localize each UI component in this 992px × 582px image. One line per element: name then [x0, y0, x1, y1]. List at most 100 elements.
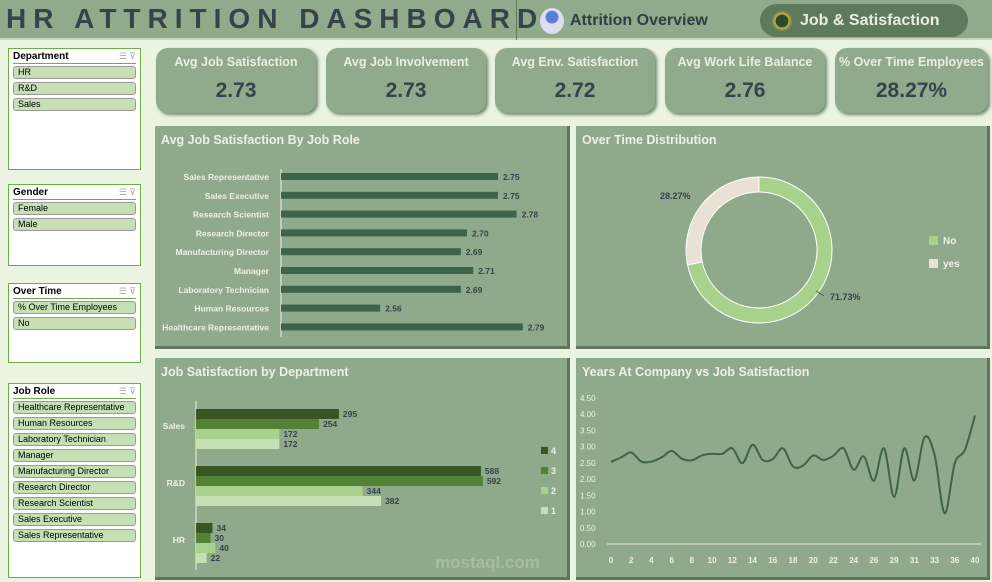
slicer-job-role: Job Role ☰ ⊽ Healthcare Representative Huma…: [8, 383, 141, 578]
bar: [281, 210, 517, 218]
data-label: 34: [216, 523, 226, 533]
slicer-item[interactable]: HR: [13, 66, 136, 79]
overtime-chart-panel: Over Time Distribution 71.73% 28.27% No yes: [576, 126, 990, 349]
data-label: 30: [215, 533, 225, 543]
category-label: Sales: [163, 421, 185, 431]
header: HR ATTRITION DASHBOARD Attrition Overvie…: [0, 0, 992, 40]
slicer-item[interactable]: Manager: [13, 449, 136, 462]
bar-series-3: [196, 533, 211, 543]
multi-select-icon[interactable]: ☰: [118, 51, 130, 61]
bar-series-1: [196, 439, 280, 449]
x-tick-label: 24: [849, 556, 858, 565]
category-label: HR: [173, 535, 185, 545]
slicer-item[interactable]: Female: [13, 202, 136, 215]
slicer-item[interactable]: Sales Executive: [13, 513, 136, 526]
bar: [281, 173, 498, 180]
slicer-item[interactable]: Healthcare Representative: [13, 401, 136, 414]
bar: [281, 267, 474, 274]
data-label: 172: [283, 429, 297, 439]
legend-label: No: [943, 236, 956, 247]
data-label: 2.70: [472, 228, 489, 238]
slicer-header: Department ☰ ⊽: [13, 51, 136, 64]
y-tick-label: 1.00: [580, 508, 596, 517]
category-label: Human Resources: [194, 304, 269, 314]
job-role-chart: Sales Representative 2.75 Sales Executive 2…: [162, 169, 545, 337]
clear-filter-icon[interactable]: ⊽: [129, 286, 136, 296]
legend-label: 2: [551, 486, 556, 496]
slicer-item[interactable]: Sales: [13, 98, 136, 111]
slicer-item[interactable]: Research Scientist: [13, 497, 136, 510]
multi-select-icon[interactable]: ☰: [118, 187, 130, 197]
data-label: 588: [485, 466, 499, 476]
kpi-label: Avg Work Life Balance: [677, 55, 813, 69]
slicer-title: Gender: [13, 187, 49, 198]
data-label: 2.79: [528, 322, 545, 332]
bar: [281, 323, 523, 331]
kpi-label: Avg Job Satisfaction: [174, 55, 298, 69]
chart-title: Avg Job Satisfaction By Job Role: [161, 133, 360, 147]
category-label: Sales Executive: [205, 191, 270, 201]
slicer-item[interactable]: % Over Time Employees: [13, 301, 136, 314]
data-label: 592: [487, 476, 501, 486]
bar-series-3: [196, 419, 320, 429]
slicer-item[interactable]: Sales Representative: [13, 529, 136, 542]
kpi-value: 2.76: [724, 79, 766, 102]
bar: [281, 304, 381, 312]
slicer-controls: ☰ ⊽: [119, 386, 136, 397]
slicer-item[interactable]: Male: [13, 218, 136, 231]
bar-series-3: [196, 476, 483, 486]
y-tick-label: 3.00: [580, 443, 596, 452]
slicer-item[interactable]: Human Resources: [13, 417, 136, 430]
nav-job-satisfaction[interactable]: Job & Satisfaction: [760, 4, 968, 37]
kpi-label: Avg Job Involvement: [343, 55, 469, 69]
bar-series-2: [196, 486, 363, 496]
slicer-item[interactable]: Laboratory Technician: [13, 433, 136, 446]
series-line: [610, 415, 976, 515]
bar-series-4: [196, 523, 213, 533]
x-tick-label: 36: [950, 556, 959, 565]
data-label: 2.71: [478, 266, 495, 276]
leader-line: [815, 290, 825, 297]
slicer-item[interactable]: R&D: [13, 82, 136, 95]
x-tick-label: 22: [829, 556, 838, 565]
bar: [281, 229, 467, 237]
legend-swatch: [541, 467, 548, 474]
bar: [281, 191, 498, 199]
kpi-value: 28.27%: [875, 79, 948, 102]
bar-series-2: [196, 543, 216, 553]
slicer-item[interactable]: Manufacturing Director: [13, 465, 136, 478]
legend-swatch: [929, 259, 938, 268]
x-tick-label: 16: [768, 556, 777, 565]
x-tick-label: 31: [910, 556, 919, 565]
y-tick-label: 0.00: [580, 540, 596, 549]
y-tick-label: 4.00: [580, 410, 596, 419]
nav-label: Attrition Overview: [570, 11, 708, 29]
data-label: 22: [211, 553, 221, 563]
clear-filter-icon[interactable]: ⊽: [129, 51, 136, 61]
legend-label: 3: [551, 466, 556, 476]
y-tick-label: 4.50: [580, 394, 596, 403]
clear-filter-icon[interactable]: ⊽: [129, 386, 136, 396]
clear-filter-icon[interactable]: ⊽: [129, 187, 136, 197]
bar: [281, 285, 461, 293]
overtime-donut-chart: 71.73% 28.27% No yes: [660, 176, 960, 324]
chart-title: Job Satisfaction by Department: [161, 365, 349, 379]
header-divider: [516, 0, 517, 40]
years-chart-panel: Years At Company vs Job Satisfaction 0.0…: [576, 358, 990, 580]
legend-swatch: [541, 507, 548, 514]
category-label: Research Scientist: [193, 210, 269, 220]
multi-select-icon[interactable]: ☰: [118, 286, 130, 296]
nav-label: Job & Satisfaction: [800, 11, 940, 29]
legend-swatch: [541, 447, 548, 454]
x-tick-label: 6: [669, 556, 674, 565]
bar-series-4: [196, 466, 481, 476]
bar-series-1: [196, 553, 207, 563]
slicer-item[interactable]: Research Director: [13, 481, 136, 494]
data-label: 40: [219, 543, 229, 553]
slicer-item[interactable]: No: [13, 317, 136, 330]
x-tick-label: 26: [869, 556, 878, 565]
category-label: Manufacturing Director: [175, 247, 269, 257]
nav-attrition-overview[interactable]: Attrition Overview: [540, 4, 708, 37]
multi-select-icon[interactable]: ☰: [118, 386, 130, 396]
slicer-title: Over Time: [13, 286, 62, 297]
